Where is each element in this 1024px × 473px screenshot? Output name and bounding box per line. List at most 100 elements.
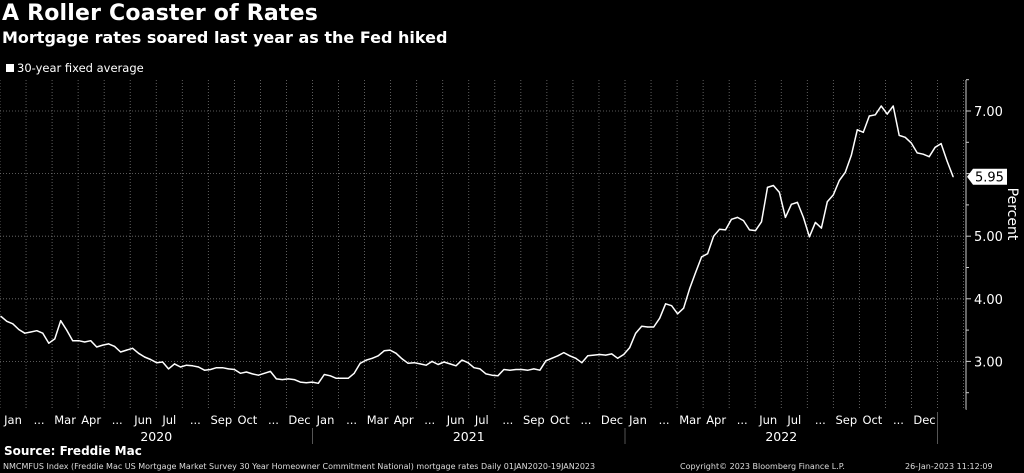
data-point <box>946 160 948 162</box>
data-point <box>227 368 230 370</box>
legend: 30-year fixed average <box>6 61 144 75</box>
data-point <box>60 320 62 322</box>
data-point <box>323 373 325 376</box>
data-point <box>659 317 661 319</box>
data-point <box>766 186 769 188</box>
data-point <box>784 216 787 219</box>
data-point <box>377 355 379 357</box>
data-point <box>527 369 529 371</box>
x-month-label: Jan <box>316 413 335 427</box>
x-month-label: Jul <box>161 413 176 427</box>
x-month-label: ... <box>268 413 279 427</box>
data-point <box>209 368 212 371</box>
data-point <box>952 176 954 178</box>
x-month-label: ... <box>580 413 591 427</box>
data-point <box>6 320 8 322</box>
data-point <box>96 346 98 348</box>
data-point <box>78 340 80 342</box>
series-line-30-year-fixed <box>0 105 954 385</box>
data-point <box>281 378 283 381</box>
x-month-label: ... <box>346 413 357 427</box>
x-month-label: Mar <box>367 413 389 427</box>
data-point <box>114 345 116 347</box>
data-point <box>431 360 433 362</box>
data-point <box>341 377 343 379</box>
data-point <box>491 374 493 376</box>
data-point <box>563 352 565 354</box>
data-point <box>826 201 828 203</box>
data-point <box>42 332 44 334</box>
data-point <box>575 357 577 359</box>
data-point <box>748 229 751 231</box>
data-point <box>677 313 679 315</box>
data-point <box>599 353 601 356</box>
data-point <box>820 227 822 229</box>
data-point <box>742 219 745 222</box>
footer-copyright: Copyright© 2023 Bloomberg Finance L.P. <box>680 462 845 471</box>
data-point <box>569 355 571 357</box>
x-month-label: ... <box>893 413 904 427</box>
data-point <box>173 363 176 365</box>
y-tick-label: 3.00 <box>974 355 1003 370</box>
data-point <box>653 326 655 328</box>
data-point <box>239 372 242 374</box>
data-point <box>251 373 253 375</box>
data-point <box>335 377 337 379</box>
data-point <box>102 344 104 346</box>
x-month-label: Oct <box>550 413 570 427</box>
x-month-label: Jul <box>786 413 801 427</box>
data-point <box>461 359 463 361</box>
data-point <box>539 369 541 371</box>
data-point <box>617 357 619 359</box>
data-point <box>138 352 140 354</box>
footer-timestamp: 26-Jan-2023 11:12:09 <box>905 462 993 471</box>
data-point <box>84 341 86 343</box>
data-point <box>317 382 319 384</box>
data-point <box>263 372 265 374</box>
x-month-label: ... <box>424 413 435 427</box>
x-month-label: Sep <box>836 413 858 427</box>
data-point <box>149 358 152 361</box>
data-point <box>694 271 697 274</box>
data-point <box>221 367 224 369</box>
data-point <box>898 134 900 137</box>
data-point <box>299 381 301 383</box>
chart-title: A Roller Coaster of Rates <box>2 1 319 26</box>
data-point <box>473 367 475 369</box>
data-point <box>671 305 673 307</box>
data-point <box>191 365 194 367</box>
data-point <box>629 347 631 349</box>
data-point <box>515 368 517 371</box>
data-point <box>904 136 906 138</box>
data-point <box>868 115 870 117</box>
data-point <box>275 378 277 380</box>
data-point <box>287 378 289 380</box>
data-point <box>874 114 876 116</box>
data-point <box>934 146 936 148</box>
data-point <box>401 358 403 360</box>
x-month-label: Dec <box>913 413 935 427</box>
data-point <box>132 347 134 349</box>
data-point <box>928 156 930 158</box>
data-point <box>413 362 415 364</box>
data-point <box>425 364 427 366</box>
data-point <box>802 216 804 219</box>
data-point <box>305 382 307 384</box>
data-point <box>30 331 32 333</box>
data-point <box>389 349 391 351</box>
data-point <box>203 369 206 371</box>
data-point <box>485 373 487 375</box>
y-tick-label: 5.00 <box>974 230 1003 245</box>
data-point <box>587 355 589 357</box>
x-month-label: Jul <box>474 413 489 427</box>
data-point <box>143 356 146 358</box>
data-point <box>724 229 727 231</box>
data-point <box>90 340 92 342</box>
data-point <box>455 365 457 367</box>
x-month-label: Jan <box>628 413 647 427</box>
x-month-label: Sep <box>211 413 233 427</box>
data-point <box>257 374 259 376</box>
data-point <box>808 236 810 238</box>
data-point <box>790 203 793 205</box>
data-point <box>916 152 918 154</box>
